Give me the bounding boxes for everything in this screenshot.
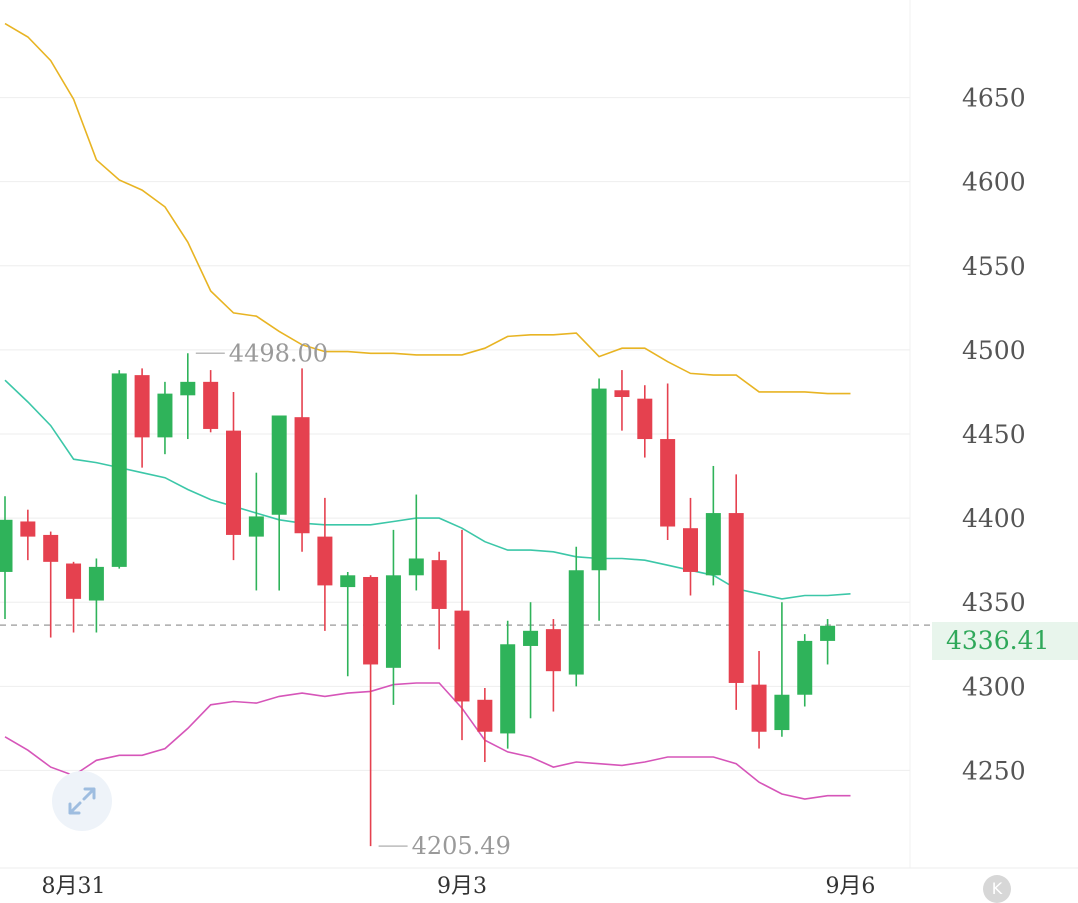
last-price-badge: 4336.41 bbox=[932, 622, 1078, 660]
candle-body bbox=[568, 570, 584, 675]
candle-body bbox=[454, 610, 470, 702]
candle-body bbox=[66, 563, 82, 599]
y-tick-label: 4350 bbox=[962, 588, 1026, 617]
candle-body bbox=[111, 373, 127, 567]
lower-band-line bbox=[4, 682, 851, 800]
candle-body bbox=[294, 417, 310, 534]
x-axis-ticks: 8月31 9月3 9月6 bbox=[42, 874, 876, 899]
candle-body bbox=[134, 375, 150, 438]
annotations: 4498.00 4205.49 bbox=[195, 339, 511, 860]
candle-body bbox=[340, 575, 356, 588]
candle-body bbox=[317, 536, 333, 586]
candle-body bbox=[180, 381, 196, 396]
candle-body bbox=[385, 575, 401, 668]
candle-body bbox=[477, 699, 493, 732]
y-tick-label: 4300 bbox=[962, 672, 1026, 701]
x-tick-label: 8月31 bbox=[42, 874, 106, 899]
y-tick-label: 4600 bbox=[962, 168, 1026, 197]
bollinger-bands bbox=[4, 22, 851, 800]
candle-body bbox=[248, 516, 264, 537]
candle-body bbox=[774, 694, 790, 731]
candle-body bbox=[43, 534, 59, 562]
low-annotation-label: 4205.49 bbox=[412, 832, 511, 860]
candle-body bbox=[751, 684, 767, 732]
candle-body bbox=[88, 566, 104, 601]
candle-body bbox=[408, 558, 424, 576]
candle-body bbox=[363, 576, 379, 665]
candle-body bbox=[797, 640, 813, 695]
candle-body bbox=[614, 390, 630, 397]
candle-body bbox=[660, 439, 676, 527]
candle-body bbox=[271, 415, 287, 515]
candle-body bbox=[523, 630, 539, 646]
y-tick-label: 4500 bbox=[962, 336, 1026, 365]
candle-body bbox=[0, 519, 13, 572]
candle-body bbox=[226, 430, 241, 535]
candle-body bbox=[591, 388, 607, 571]
candle-body bbox=[683, 528, 698, 572]
y-axis-ticks: 4650 4600 4550 4500 4450 4400 4350 4300 4250 bbox=[962, 84, 1026, 786]
x-tick-label: 9月3 bbox=[437, 874, 487, 899]
y-tick-label: 4400 bbox=[962, 504, 1026, 533]
candle-body bbox=[203, 381, 219, 429]
grid-lines bbox=[0, 0, 1078, 869]
upper-band-line bbox=[4, 22, 851, 395]
candles bbox=[0, 353, 836, 847]
middle-band-line bbox=[4, 379, 851, 600]
candle-body bbox=[20, 521, 36, 537]
expand-arrows-icon bbox=[68, 787, 96, 815]
k-logo-icon: K bbox=[983, 875, 1011, 903]
candle-body bbox=[820, 625, 836, 641]
candle-body bbox=[545, 629, 561, 672]
last-price-value: 4336.41 bbox=[946, 626, 1050, 655]
expand-button[interactable] bbox=[52, 771, 112, 831]
x-tick-label: 9月6 bbox=[825, 874, 875, 899]
candle-body bbox=[728, 513, 744, 683]
high-annotation-label: 4498.00 bbox=[229, 339, 328, 367]
candle-body bbox=[500, 644, 516, 734]
candle-body bbox=[637, 398, 653, 440]
y-tick-label: 4550 bbox=[962, 252, 1026, 281]
candle-body bbox=[431, 560, 447, 609]
candle-body bbox=[157, 393, 173, 438]
y-tick-label: 4450 bbox=[962, 420, 1026, 449]
candle-body bbox=[705, 513, 721, 576]
y-tick-label: 4250 bbox=[962, 756, 1026, 785]
y-tick-label: 4650 bbox=[962, 84, 1026, 113]
